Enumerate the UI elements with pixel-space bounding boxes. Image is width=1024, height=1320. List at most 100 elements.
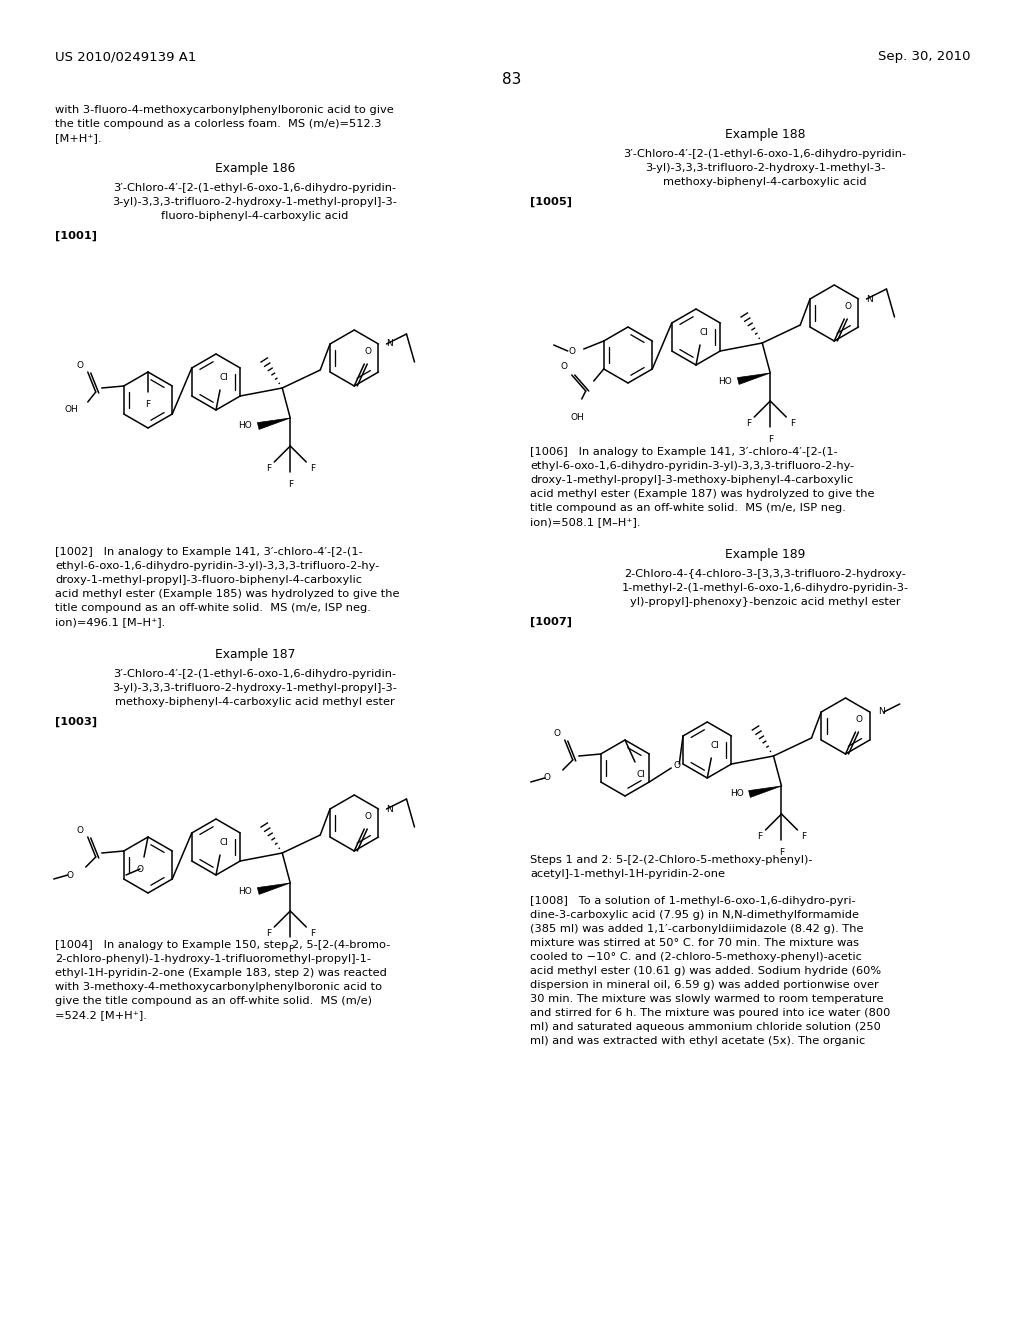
Text: F: F bbox=[145, 400, 151, 409]
Text: O: O bbox=[554, 729, 561, 738]
Text: the title compound as a colorless foam.  MS (m/e)=512.3: the title compound as a colorless foam. … bbox=[55, 119, 382, 129]
Text: [M+H⁺].: [M+H⁺]. bbox=[55, 133, 101, 143]
Text: O: O bbox=[136, 865, 143, 874]
Text: F: F bbox=[288, 945, 293, 954]
Text: with 3-methoxy-4-methoxycarbonylphenylboronic acid to: with 3-methoxy-4-methoxycarbonylphenylbo… bbox=[55, 982, 382, 993]
Text: [1007]: [1007] bbox=[530, 616, 572, 627]
Text: F: F bbox=[288, 480, 293, 488]
Text: (385 ml) was added 1,1′-carbonyldiimidazole (8.42 g). The: (385 ml) was added 1,1′-carbonyldiimidaz… bbox=[530, 924, 863, 935]
Text: O: O bbox=[67, 870, 74, 879]
Text: Example 187: Example 187 bbox=[215, 648, 295, 661]
Text: ion)=496.1 [M–H⁺].: ion)=496.1 [M–H⁺]. bbox=[55, 616, 165, 627]
Text: N: N bbox=[878, 708, 885, 717]
Text: O: O bbox=[544, 774, 551, 783]
Text: 3-yl)-3,3,3-trifluoro-2-hydroxy-1-methyl-propyl]-3-: 3-yl)-3,3,3-trifluoro-2-hydroxy-1-methyl… bbox=[113, 682, 397, 693]
Text: ethyl-1H-pyridin-2-one (Example 183, step 2) was reacted: ethyl-1H-pyridin-2-one (Example 183, ste… bbox=[55, 968, 387, 978]
Text: O: O bbox=[77, 826, 84, 836]
Text: F: F bbox=[790, 418, 795, 428]
Text: F: F bbox=[779, 847, 784, 857]
Text: Example 189: Example 189 bbox=[725, 548, 805, 561]
Text: droxy-1-methyl-propyl]-3-fluoro-biphenyl-4-carboxylic: droxy-1-methyl-propyl]-3-fluoro-biphenyl… bbox=[55, 576, 362, 585]
Text: dine-3-carboxylic acid (7.95 g) in N,N-dimethylformamide: dine-3-carboxylic acid (7.95 g) in N,N-d… bbox=[530, 909, 859, 920]
Text: 3′-Chloro-4′-[2-(1-ethyl-6-oxo-1,6-dihydro-pyridin-: 3′-Chloro-4′-[2-(1-ethyl-6-oxo-1,6-dihyd… bbox=[114, 183, 396, 193]
Text: O: O bbox=[365, 347, 372, 356]
Text: Steps 1 and 2: 5-[2-(2-Chloro-5-methoxy-phenyl)-: Steps 1 and 2: 5-[2-(2-Chloro-5-methoxy-… bbox=[530, 855, 812, 865]
Text: 2-chloro-phenyl)-1-hydroxy-1-trifluoromethyl-propyl]-1-: 2-chloro-phenyl)-1-hydroxy-1-trifluorome… bbox=[55, 954, 371, 964]
Text: [1006]   In analogy to Example 141, 3′-chloro-4′-[2-(1-: [1006] In analogy to Example 141, 3′-chl… bbox=[530, 447, 838, 457]
Text: F: F bbox=[265, 929, 270, 939]
Text: O: O bbox=[561, 362, 567, 371]
Text: Sep. 30, 2010: Sep. 30, 2010 bbox=[878, 50, 970, 63]
Text: 1-methyl-2-(1-methyl-6-oxo-1,6-dihydro-pyridin-3-: 1-methyl-2-(1-methyl-6-oxo-1,6-dihydro-p… bbox=[622, 583, 908, 593]
Text: Cl: Cl bbox=[637, 770, 645, 779]
Polygon shape bbox=[257, 883, 290, 895]
Text: HO: HO bbox=[730, 789, 743, 799]
Text: HO: HO bbox=[239, 421, 252, 430]
Text: yl)-propyl]-phenoxy}-benzoic acid methyl ester: yl)-propyl]-phenoxy}-benzoic acid methyl… bbox=[630, 597, 900, 607]
Text: acid methyl ester (Example 187) was hydrolyzed to give the: acid methyl ester (Example 187) was hydr… bbox=[530, 488, 874, 499]
Text: N: N bbox=[386, 339, 393, 348]
Text: 3′-Chloro-4′-[2-(1-ethyl-6-oxo-1,6-dihydro-pyridin-: 3′-Chloro-4′-[2-(1-ethyl-6-oxo-1,6-dihyd… bbox=[624, 149, 906, 158]
Text: dispersion in mineral oil, 6.59 g) was added portionwise over: dispersion in mineral oil, 6.59 g) was a… bbox=[530, 979, 879, 990]
Text: N: N bbox=[386, 804, 393, 813]
Text: HO: HO bbox=[239, 887, 252, 895]
Polygon shape bbox=[749, 785, 781, 797]
Text: O: O bbox=[856, 715, 863, 723]
Text: F: F bbox=[768, 436, 773, 444]
Text: with 3-fluoro-4-methoxycarbonylphenylboronic acid to give: with 3-fluoro-4-methoxycarbonylphenylbor… bbox=[55, 106, 394, 115]
Text: US 2010/0249139 A1: US 2010/0249139 A1 bbox=[55, 50, 197, 63]
Text: 3-yl)-3,3,3-trifluoro-2-hydroxy-1-methyl-propyl]-3-: 3-yl)-3,3,3-trifluoro-2-hydroxy-1-methyl… bbox=[113, 197, 397, 207]
Text: methoxy-biphenyl-4-carboxylic acid: methoxy-biphenyl-4-carboxylic acid bbox=[664, 177, 866, 187]
Text: F: F bbox=[745, 418, 751, 428]
Text: 2-Chloro-4-{4-chloro-3-[3,3,3-trifluoro-2-hydroxy-: 2-Chloro-4-{4-chloro-3-[3,3,3-trifluoro-… bbox=[624, 569, 906, 579]
Text: O: O bbox=[568, 346, 575, 355]
Text: HO: HO bbox=[719, 376, 732, 385]
Text: [1001]: [1001] bbox=[55, 231, 97, 242]
Text: O: O bbox=[674, 762, 681, 771]
Text: acid methyl ester (10.61 g) was added. Sodium hydride (60%: acid methyl ester (10.61 g) was added. S… bbox=[530, 966, 881, 975]
Text: O: O bbox=[77, 360, 84, 370]
Text: OH: OH bbox=[570, 413, 585, 422]
Text: F: F bbox=[309, 465, 314, 473]
Polygon shape bbox=[257, 418, 290, 429]
Text: give the title compound as an off-white solid.  MS (m/e): give the title compound as an off-white … bbox=[55, 997, 372, 1006]
Text: 83: 83 bbox=[503, 73, 521, 87]
Text: [1008]   To a solution of 1-methyl-6-oxo-1,6-dihydro-pyri-: [1008] To a solution of 1-methyl-6-oxo-1… bbox=[530, 896, 856, 906]
Text: F: F bbox=[757, 832, 762, 841]
Text: O: O bbox=[365, 812, 372, 821]
Text: =524.2 [M+H⁺].: =524.2 [M+H⁺]. bbox=[55, 1010, 146, 1020]
Text: ion)=508.1 [M–H⁺].: ion)=508.1 [M–H⁺]. bbox=[530, 517, 640, 527]
Text: Cl: Cl bbox=[219, 838, 228, 847]
Text: mixture was stirred at 50° C. for 70 min. The mixture was: mixture was stirred at 50° C. for 70 min… bbox=[530, 939, 859, 948]
Text: F: F bbox=[265, 465, 270, 473]
Text: Example 188: Example 188 bbox=[725, 128, 805, 141]
Text: Cl: Cl bbox=[219, 374, 228, 381]
Text: 30 min. The mixture was slowly warmed to room temperature: 30 min. The mixture was slowly warmed to… bbox=[530, 994, 884, 1005]
Text: [1002]   In analogy to Example 141, 3′-chloro-4′-[2-(1-: [1002] In analogy to Example 141, 3′-chl… bbox=[55, 546, 362, 557]
Text: ml) and was extracted with ethyl acetate (5x). The organic: ml) and was extracted with ethyl acetate… bbox=[530, 1036, 865, 1045]
Text: Example 186: Example 186 bbox=[215, 162, 295, 176]
Text: Cl: Cl bbox=[711, 741, 720, 750]
Text: and stirred for 6 h. The mixture was poured into ice water (800: and stirred for 6 h. The mixture was pou… bbox=[530, 1008, 891, 1018]
Text: fluoro-biphenyl-4-carboxylic acid: fluoro-biphenyl-4-carboxylic acid bbox=[162, 211, 349, 220]
Text: title compound as an off-white solid.  MS (m/e, ISP neg.: title compound as an off-white solid. MS… bbox=[530, 503, 846, 513]
Text: N: N bbox=[866, 294, 873, 304]
Text: 3′-Chloro-4′-[2-(1-ethyl-6-oxo-1,6-dihydro-pyridin-: 3′-Chloro-4′-[2-(1-ethyl-6-oxo-1,6-dihyd… bbox=[114, 669, 396, 678]
Text: acetyl]-1-methyl-1H-pyridin-2-one: acetyl]-1-methyl-1H-pyridin-2-one bbox=[530, 869, 725, 879]
Text: droxy-1-methyl-propyl]-3-methoxy-biphenyl-4-carboxylic: droxy-1-methyl-propyl]-3-methoxy-bipheny… bbox=[530, 475, 853, 484]
Text: F: F bbox=[801, 832, 806, 841]
Text: F: F bbox=[309, 929, 314, 939]
Text: ethyl-6-oxo-1,6-dihydro-pyridin-3-yl)-3,3,3-trifluoro-2-hy-: ethyl-6-oxo-1,6-dihydro-pyridin-3-yl)-3,… bbox=[530, 461, 854, 471]
Text: title compound as an off-white solid.  MS (m/e, ISP neg.: title compound as an off-white solid. MS… bbox=[55, 603, 371, 612]
Text: methoxy-biphenyl-4-carboxylic acid methyl ester: methoxy-biphenyl-4-carboxylic acid methy… bbox=[115, 697, 395, 708]
Polygon shape bbox=[737, 374, 770, 384]
Text: [1003]: [1003] bbox=[55, 717, 97, 727]
Text: ml) and saturated aqueous ammonium chloride solution (250: ml) and saturated aqueous ammonium chlor… bbox=[530, 1022, 881, 1032]
Text: acid methyl ester (Example 185) was hydrolyzed to give the: acid methyl ester (Example 185) was hydr… bbox=[55, 589, 399, 599]
Text: [1005]: [1005] bbox=[530, 197, 572, 207]
Text: OH: OH bbox=[65, 405, 78, 414]
Text: ethyl-6-oxo-1,6-dihydro-pyridin-3-yl)-3,3,3-trifluoro-2-hy-: ethyl-6-oxo-1,6-dihydro-pyridin-3-yl)-3,… bbox=[55, 561, 379, 572]
Text: O: O bbox=[845, 302, 852, 312]
Text: Cl: Cl bbox=[699, 327, 709, 337]
Text: cooled to −10° C. and (2-chloro-5-methoxy-phenyl)-acetic: cooled to −10° C. and (2-chloro-5-methox… bbox=[530, 952, 862, 962]
